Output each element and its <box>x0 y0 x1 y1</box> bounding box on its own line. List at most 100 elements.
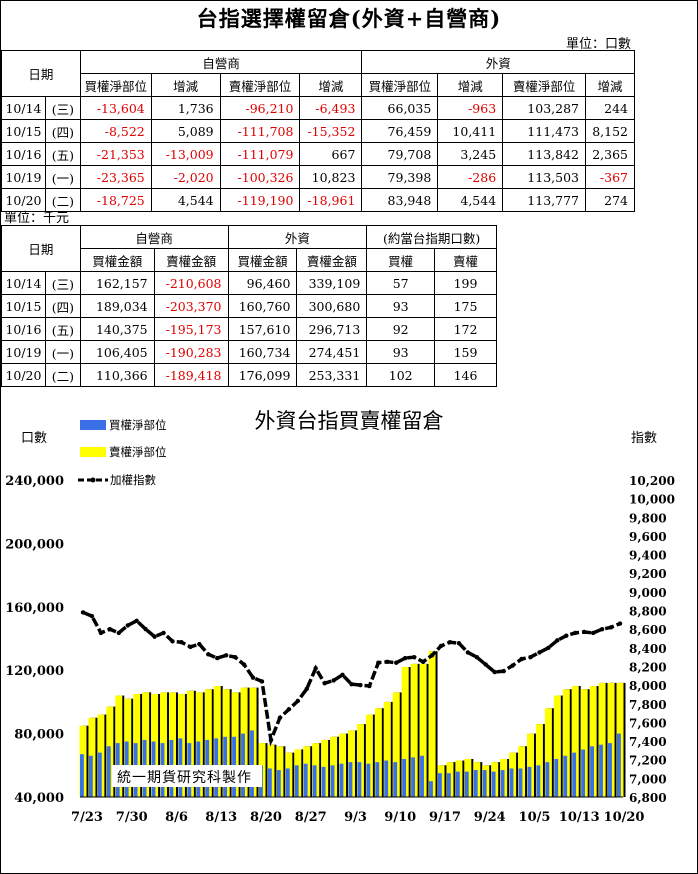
index-point <box>438 643 444 649</box>
index-point <box>313 666 318 671</box>
index-point <box>546 645 551 651</box>
call-bar <box>438 773 442 797</box>
y2-tick-label: 7,400 <box>629 735 667 749</box>
index-point <box>492 669 497 675</box>
value-cell: -111,708 <box>219 119 301 143</box>
put-bar <box>410 663 418 797</box>
column-header: 賣權淨部位 <box>219 73 301 97</box>
date-cell: 10/20 <box>1 188 46 212</box>
index-point <box>420 659 426 665</box>
call-bar <box>384 760 389 797</box>
value-cell: 4,544 <box>437 188 504 212</box>
call-bar <box>527 766 532 797</box>
call-bar <box>285 768 290 797</box>
index-point <box>107 626 113 632</box>
index-point <box>519 656 524 662</box>
index-point <box>340 672 345 678</box>
index-point <box>215 655 220 661</box>
index-point <box>608 625 614 630</box>
legend-swatch-index-point <box>90 477 96 483</box>
group-header-foreign: 外資 <box>227 225 368 249</box>
call-bar <box>366 763 371 797</box>
call-bar <box>572 752 577 797</box>
y-tick-label: 120,000 <box>5 664 64 679</box>
call-bar <box>491 771 496 797</box>
value-cell: -8,522 <box>79 119 152 143</box>
column-header: 賣權淨部位 <box>502 73 586 97</box>
value-cell: 274 <box>585 188 635 212</box>
index-point <box>188 644 193 650</box>
call-bar <box>303 763 308 797</box>
value-cell: -119,190 <box>219 188 301 212</box>
value-cell: 93 <box>366 294 436 318</box>
call-bar <box>608 743 612 797</box>
y2-tick-label: 9,200 <box>629 567 667 581</box>
value-cell: -190,283 <box>153 340 229 364</box>
index-point <box>447 640 453 645</box>
index-point <box>483 662 488 667</box>
column-header: 買權淨部位 <box>79 73 152 97</box>
value-cell: 79,708 <box>361 142 439 166</box>
call-bar <box>339 763 344 797</box>
table-row: 10/15 (四) -8,522 5,089 -111,708 -15,352 76,459… <box>1 119 635 143</box>
call-bar <box>250 730 254 797</box>
x-tick-label: 10/13 <box>559 810 600 825</box>
call-bar <box>446 773 451 797</box>
index-point <box>411 654 417 660</box>
y2-tick-label: 8,600 <box>629 623 667 637</box>
value-cell: -15,352 <box>299 119 363 143</box>
call-bar <box>393 762 398 797</box>
put-bar <box>365 714 373 797</box>
index-point <box>573 630 578 636</box>
y2-tick-label: 10,200 <box>629 474 675 488</box>
date-cell: 10/16 <box>1 317 46 341</box>
index-point <box>161 630 166 636</box>
index-point <box>599 626 605 632</box>
put-bar <box>544 708 552 797</box>
x-tick-label: 8/20 <box>250 810 282 825</box>
positions-table: 日期 自營商 外資 買權淨部位 增減 賣權淨部位 增減 買權淨部位 增減 賣權淨部位 增減 10/14… <box>1 50 635 212</box>
index-point <box>241 662 247 667</box>
call-bar <box>536 765 541 797</box>
index-point <box>250 675 256 680</box>
x-tick-label: 9/24 <box>474 810 506 825</box>
index-point <box>403 655 408 661</box>
x-tick-label: 9/10 <box>384 810 416 825</box>
call-bar <box>429 781 433 797</box>
call-bar <box>402 758 407 797</box>
value-cell: 160,760 <box>227 294 298 318</box>
index-point <box>322 681 327 686</box>
index-point <box>358 682 363 688</box>
index-point <box>259 679 265 684</box>
put-bar <box>392 692 400 797</box>
call-bar <box>88 755 93 797</box>
group-header-equivalent: (約當台指期口數) <box>366 225 497 249</box>
index-point <box>456 640 462 646</box>
value-cell: 300,680 <box>296 294 368 318</box>
weekday-cell: (二) <box>44 188 81 212</box>
index-point <box>224 653 229 658</box>
value-cell: -18,725 <box>79 188 152 212</box>
x-tick-label: 9/17 <box>429 810 461 825</box>
watermark-box <box>112 765 262 787</box>
index-point <box>429 653 435 658</box>
index-point <box>555 638 560 643</box>
unit-label-thousand: 單位：千元 <box>4 211 70 226</box>
call-bar <box>581 749 586 797</box>
value-cell: 253,331 <box>296 363 368 387</box>
table-header-row: 日期 自營商 外資 (約當台指期口數) <box>1 225 497 272</box>
table-header-row: 日期 自營商 外資 <box>1 50 635 97</box>
value-cell: 10,823 <box>299 165 363 189</box>
call-bar <box>599 744 603 797</box>
y2-tick-label: 9,400 <box>629 549 667 563</box>
x-tick-label: 10/5 <box>519 810 551 825</box>
put-bar <box>383 701 391 797</box>
value-cell: -23,365 <box>79 165 152 189</box>
y2-tick-label: 6,800 <box>629 791 667 805</box>
table-row: 10/19 (一) -23,365 -2,020 -100,326 10,823 79,39… <box>1 165 635 189</box>
index-point <box>286 707 292 712</box>
value-cell: 92 <box>366 317 436 341</box>
index-point <box>474 654 479 660</box>
weekday-cell: (一) <box>44 340 81 364</box>
